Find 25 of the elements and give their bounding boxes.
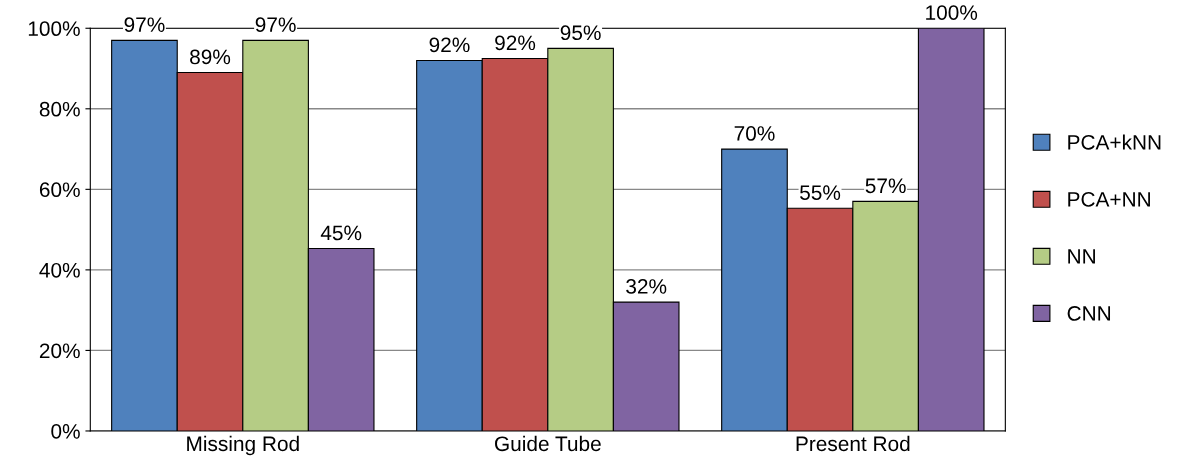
legend-label: NN bbox=[1068, 249, 1095, 264]
x-tick-label: Missing Rod bbox=[187, 435, 299, 456]
data-label: 57% bbox=[865, 178, 906, 194]
data-label: 92% bbox=[429, 37, 470, 53]
data-label: 97% bbox=[124, 17, 165, 33]
data-label: 70% bbox=[734, 126, 775, 141]
data-label: 89% bbox=[190, 49, 231, 65]
y-tick-label: 60% bbox=[39, 182, 80, 198]
data-label: 45% bbox=[320, 225, 362, 241]
y-tick-label: 40% bbox=[39, 262, 80, 278]
legend-label: PCA+kNN bbox=[1068, 134, 1161, 150]
data-label: 95% bbox=[560, 25, 601, 41]
data-label: 92% bbox=[495, 35, 536, 51]
data-label: 55% bbox=[800, 185, 841, 200]
data-label: 100% bbox=[926, 5, 978, 20]
y-tick-label: 20% bbox=[39, 343, 80, 359]
y-tick-label: 100% bbox=[28, 21, 80, 37]
y-tick-label: 0% bbox=[51, 423, 80, 439]
x-tick-label: Guide Tube bbox=[495, 435, 601, 452]
legend-label: CNN bbox=[1067, 306, 1111, 321]
data-label: 97% bbox=[255, 17, 296, 33]
x-tick-label: Present Rod bbox=[796, 435, 910, 452]
y-tick-label: 80% bbox=[39, 101, 80, 117]
legend-label: PCA+NN bbox=[1068, 191, 1150, 207]
data-label: 32% bbox=[626, 279, 667, 294]
